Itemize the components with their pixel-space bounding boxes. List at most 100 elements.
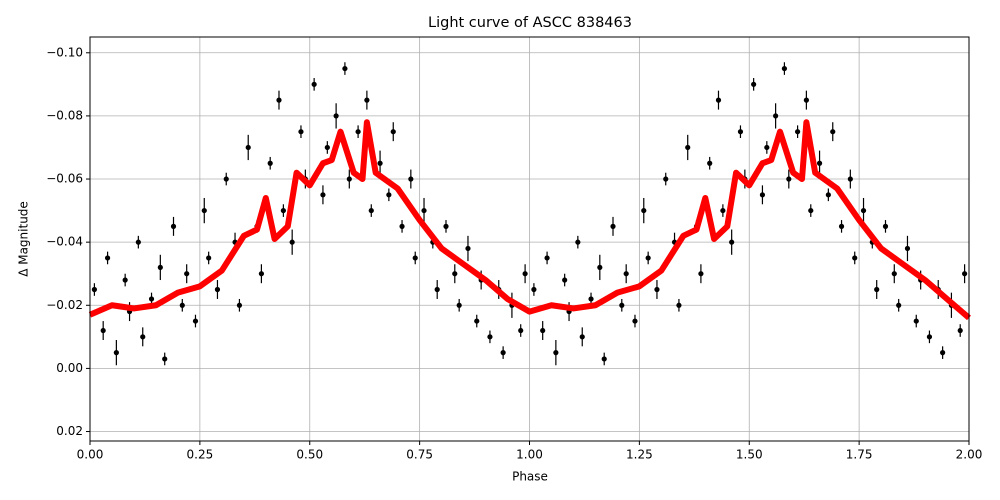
data-point [632,318,638,324]
data-point [737,129,744,135]
data-point [610,223,616,229]
data-point [707,160,713,166]
data-point [860,207,867,214]
data-point [926,334,933,340]
data-point [333,113,339,119]
data-point [474,318,480,324]
data-point [148,296,155,302]
data-point [601,356,607,362]
data-point [940,350,946,356]
data-point [386,192,392,198]
data-point [531,286,537,293]
data-point [443,223,449,229]
data-point [452,271,458,277]
data-point [544,255,550,261]
data-point [91,286,97,293]
data-point [377,160,383,166]
data-point [192,318,199,324]
plot-frame [89,36,970,442]
data-point [206,255,212,261]
data-point [773,113,779,119]
data-point [794,129,801,135]
data-point [623,271,629,277]
data-point [685,144,691,151]
data-point [597,264,603,271]
data-point [289,239,295,245]
data-point [751,81,757,87]
data-point [140,334,146,340]
data-point [276,97,282,103]
y-tick-label: −0.06 [46,172,83,186]
data-point [412,255,418,261]
data-point [764,144,770,151]
x-tick-label: 0.75 [406,448,433,462]
data-point [236,302,243,308]
data-point [825,192,831,198]
data-point [957,327,963,334]
data-point [645,255,651,261]
data-point [896,302,902,308]
data-point [201,207,207,214]
data-point [346,176,352,182]
x-axis-label: Phase [512,470,548,484]
y-tick-label: 0.02 [56,424,83,438]
data-point [808,207,814,214]
data-point [962,271,968,277]
y-tick-label: −0.10 [46,45,83,59]
x-tick-label: 1.25 [626,448,653,462]
data-point [223,176,229,182]
chart-title: Light curve of ASCC 838463 [428,15,632,31]
data-point [698,271,704,277]
data-point [390,129,396,135]
data-point [487,334,493,340]
data-point [904,245,911,252]
x-tick-label: 1.75 [846,448,873,462]
x-tick-label: 0.25 [187,448,214,462]
data-point [399,223,405,229]
data-point [135,239,141,245]
data-point [553,350,559,356]
data-point [214,286,221,293]
data-point [816,160,823,166]
data-point [522,271,528,277]
data-point [434,286,440,293]
data-point [100,327,106,334]
data-point [562,277,568,283]
data-point [157,264,163,271]
data-point [465,245,471,252]
data-point [852,255,858,261]
data-point [540,327,546,334]
data-point [324,144,330,151]
x-tick-label: 1.50 [736,448,763,462]
data-point [364,97,370,103]
x-tick-label: 2.00 [956,448,983,462]
data-point [113,350,119,356]
data-point [179,302,185,308]
data-point [729,239,735,245]
y-tick-label: −0.02 [46,298,83,312]
x-tick-label: 1.00 [516,448,543,462]
data-point [830,129,836,135]
data-point [759,192,766,198]
data-point [245,144,251,151]
x-tick-label: 0.00 [77,448,104,462]
trend-line [88,119,971,321]
data-point [368,207,374,214]
data-point [170,223,177,229]
data-point [355,129,361,135]
data-point [320,192,326,198]
data-point [838,223,845,229]
data-point [518,327,524,334]
y-tick-label: −0.08 [46,108,83,122]
x-tick-label: 0.50 [296,448,323,462]
data-point [456,302,462,308]
y-tick-label: −0.04 [46,235,83,249]
data-point [786,176,792,182]
y-tick-label: 0.00 [56,361,83,375]
data-point [311,81,317,87]
data-point [663,176,669,182]
data-point [122,277,128,283]
data-point [715,97,722,103]
